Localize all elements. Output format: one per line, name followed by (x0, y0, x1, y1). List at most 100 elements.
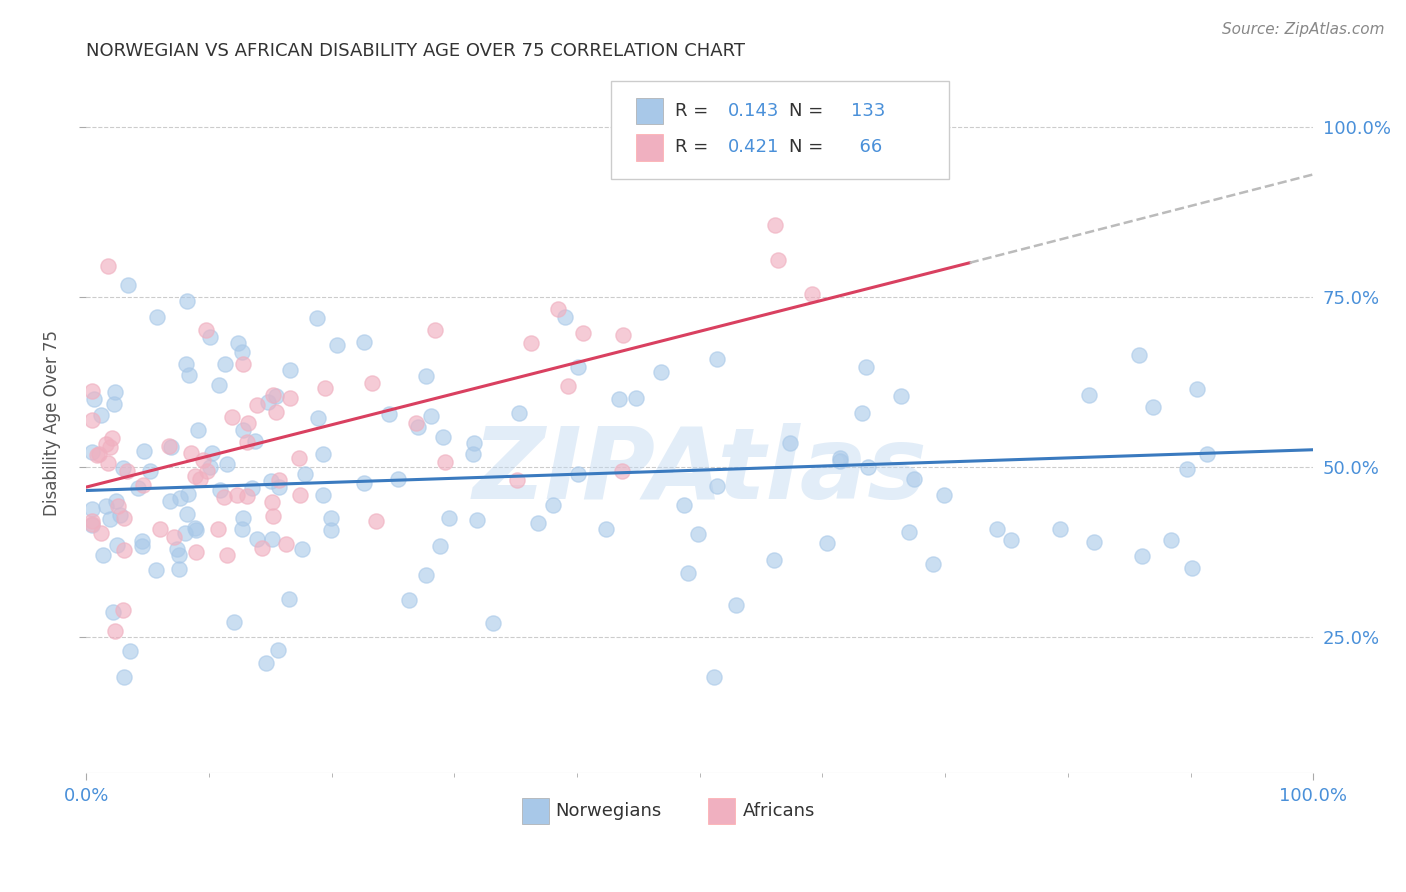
Point (232, 357, 254, 371)
Point (208, 378, 231, 392)
Point (232, 510, 254, 524)
Text: 133: 133 (851, 102, 884, 120)
Point (264, 389, 287, 403)
Point (291, 541, 314, 556)
Text: 66: 66 (848, 138, 883, 156)
Point (1197, 446, 1219, 460)
Point (201, 446, 224, 460)
Point (90, 525, 112, 540)
Point (706, 479, 728, 493)
Point (262, 388, 284, 402)
Point (305, 311, 328, 326)
Text: NORWEGIAN VS AFRICAN DISABILITY AGE OVER 75 CORRELATION CHART: NORWEGIAN VS AFRICAN DISABILITY AGE OVER… (86, 42, 745, 60)
Point (145, 563, 167, 577)
Point (828, 454, 851, 468)
Point (505, 473, 527, 487)
Point (180, 446, 202, 460)
Point (208, 483, 231, 498)
Point (262, 508, 284, 523)
Point (326, 338, 349, 352)
Point (82, 514, 104, 528)
Point (779, 161, 801, 175)
Point (267, 642, 290, 657)
Point (1142, 400, 1164, 414)
Point (1128, 348, 1150, 362)
Point (97, 456, 120, 470)
Point (236, 489, 259, 503)
Point (319, 524, 342, 538)
Point (94, 436, 117, 450)
Point (439, 511, 461, 525)
Point (86, 448, 108, 462)
Point (98, 440, 121, 454)
Point (703, 670, 725, 684)
Point (815, 535, 838, 549)
Point (108, 508, 131, 522)
Text: N =: N = (789, 138, 830, 156)
Point (231, 522, 253, 536)
Point (314, 381, 336, 395)
FancyBboxPatch shape (709, 797, 735, 824)
Point (828, 451, 851, 466)
Point (801, 287, 824, 301)
Point (231, 345, 253, 359)
Point (112, 603, 135, 617)
Point (547, 302, 569, 317)
Point (82, 445, 104, 459)
Point (434, 455, 457, 469)
Point (572, 326, 595, 341)
Point (361, 376, 384, 391)
Point (101, 605, 124, 619)
Point (224, 615, 246, 630)
Point (195, 464, 218, 478)
Point (567, 359, 589, 374)
Point (89, 447, 111, 461)
Point (612, 327, 634, 342)
Point (184, 545, 207, 559)
Point (82, 413, 104, 427)
Point (235, 434, 257, 449)
Point (312, 447, 335, 461)
Point (624, 391, 647, 405)
Point (98, 512, 121, 526)
Point (612, 464, 634, 478)
Point (207, 522, 229, 536)
Point (763, 218, 786, 232)
Point (1160, 533, 1182, 547)
Point (243, 434, 266, 448)
Point (508, 406, 530, 420)
Point (520, 336, 543, 351)
Text: Norwegians: Norwegians (555, 802, 661, 820)
Point (131, 534, 153, 549)
Text: R =: R = (675, 102, 714, 120)
Point (139, 464, 162, 478)
Point (194, 323, 217, 337)
Point (187, 423, 209, 437)
Point (856, 459, 879, 474)
Point (557, 379, 579, 393)
Point (107, 499, 129, 513)
Point (157, 439, 180, 453)
Point (851, 406, 873, 420)
Point (184, 469, 207, 483)
Point (246, 533, 269, 547)
Point (527, 516, 550, 530)
Point (543, 499, 565, 513)
Point (676, 566, 699, 580)
Point (160, 440, 183, 454)
Point (82, 384, 104, 398)
Text: 0.421: 0.421 (728, 138, 779, 156)
Point (112, 511, 135, 525)
Point (246, 398, 269, 412)
Point (82, 518, 104, 533)
Point (763, 553, 786, 567)
Point (425, 323, 447, 337)
Point (595, 522, 617, 536)
Point (288, 488, 311, 502)
Point (463, 436, 485, 450)
Text: R =: R = (675, 138, 714, 156)
Y-axis label: Disability Age Over 75: Disability Age Over 75 (44, 329, 60, 516)
Point (1083, 535, 1105, 549)
Point (101, 431, 124, 445)
Point (406, 420, 429, 434)
